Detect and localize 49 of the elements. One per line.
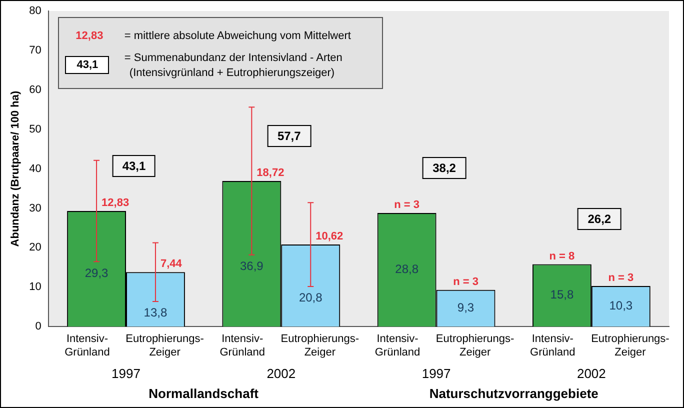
annotation: n = 3 <box>394 199 420 212</box>
annotation: 38,2 <box>422 156 466 179</box>
annotation: (Intensivgrünland + Eutrophierungszeiger) <box>129 67 335 79</box>
annotation: = mittlere absolute Abweichung vom Mittelwert <box>124 30 351 42</box>
y-tick-label: 0 <box>35 320 42 333</box>
data-label: 13,8 <box>144 306 168 320</box>
text: 2002 <box>266 366 296 382</box>
annotation: 10,62 <box>316 230 344 243</box>
y-tick-label: 10 <box>29 281 42 294</box>
annotation: 7,44 <box>160 258 183 270</box>
x-tick-label: Eutrophierungs-Zeiger <box>280 333 360 358</box>
annotation: 26,2 <box>578 208 622 230</box>
y-tick-label: 60 <box>29 84 42 96</box>
data-label: 9,3 <box>457 300 474 315</box>
x-tick-label: Intensiv-Grünland <box>530 333 576 358</box>
annotation: 43,1 <box>112 155 156 177</box>
x-tick-label: Intensiv-Grünland <box>220 333 265 358</box>
x-tick-label: Intensiv-Grünland <box>64 333 110 358</box>
y-tick-label: 30 <box>29 202 42 214</box>
y-tick-label: 40 <box>29 162 42 175</box>
annotation: n = 3 <box>453 276 478 288</box>
annotation: 12,83 <box>102 197 130 210</box>
text: 2002 <box>576 366 606 382</box>
data-label: 36,9 <box>240 259 264 274</box>
data-label: 28,8 <box>395 262 419 276</box>
x-tick-label: Eutrophierungs-Zeiger <box>436 333 515 358</box>
text: 1997 <box>112 366 140 382</box>
text: Naturschutzvorranggebiete <box>429 386 598 402</box>
y-tick-label: 80 <box>29 5 42 18</box>
annotation: 43,1 <box>65 56 110 74</box>
annotation: 57,7 <box>267 125 311 148</box>
y-axis-title: Abundanz (Brutpaare/ 100 ha) <box>10 90 22 247</box>
annotation: 18,72 <box>256 167 284 180</box>
data-label: 29,3 <box>84 266 109 280</box>
data-label: 10,3 <box>609 298 633 313</box>
y-tick-label: 20 <box>29 242 42 254</box>
annotation: = Summenabundanz der Intensivland - Arten <box>124 52 342 64</box>
data-label: 20,8 <box>298 290 323 305</box>
x-tick-label: Eutrophierungs-Zeiger <box>126 333 204 358</box>
data-label: 15,8 <box>550 288 574 302</box>
annotation: 12,83 <box>74 30 104 42</box>
annotation: n = 3 <box>608 272 634 284</box>
x-tick-label: Eutrophierungs-Zeiger <box>591 333 670 358</box>
x-tick-label: Intensiv-Grünland <box>374 333 420 358</box>
text: 1997 <box>422 366 451 382</box>
y-tick-label: 50 <box>29 123 42 136</box>
y-tick-label: 70 <box>29 44 42 56</box>
annotation: n = 8 <box>549 250 575 262</box>
text: Normallandschaft <box>148 386 260 402</box>
